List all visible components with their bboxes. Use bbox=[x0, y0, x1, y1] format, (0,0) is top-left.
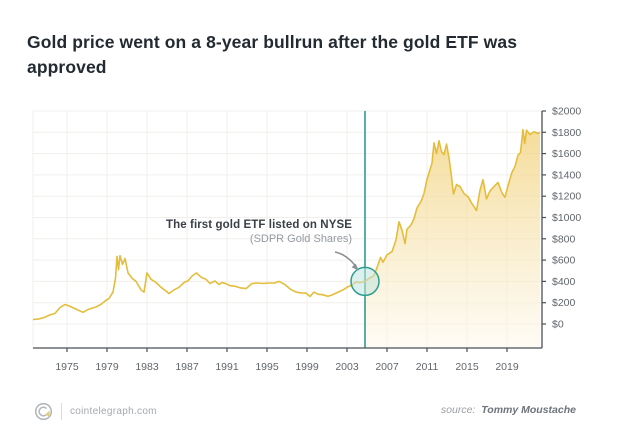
source-credit: source: Tommy Moustache bbox=[441, 404, 576, 416]
x-tick-label: 1979 bbox=[95, 361, 119, 373]
x-tick-label: 1991 bbox=[215, 361, 239, 373]
y-tick-label: $2000 bbox=[552, 106, 581, 118]
gold-price-line bbox=[32, 128, 541, 321]
event-annotation: The first gold ETF listed on NYSE (SDPR … bbox=[112, 219, 352, 245]
footer: cointelegraph.com source: Tommy Moustach… bbox=[0, 400, 620, 430]
y-tick-label: $1400 bbox=[552, 169, 581, 181]
y-tick-label: $600 bbox=[552, 255, 576, 267]
x-tick-label: 1999 bbox=[295, 361, 319, 373]
x-tick-label: 1975 bbox=[55, 361, 79, 373]
x-tick-label: 1983 bbox=[135, 361, 159, 373]
annotation-subheading: (SDPR Gold Shares) bbox=[249, 233, 352, 245]
page-title: Gold price went on a 8-year bullrun afte… bbox=[27, 31, 518, 78]
source-label: source: bbox=[440, 404, 476, 416]
y-tick-label: $400 bbox=[552, 276, 576, 288]
brand-text: cointelegraph.com bbox=[70, 406, 157, 417]
y-tick-label: $1000 bbox=[552, 212, 581, 224]
bullrun-highlight-area bbox=[365, 129, 540, 348]
x-tick-label: 2007 bbox=[375, 361, 399, 373]
source-name: Tommy Moustache bbox=[481, 404, 576, 416]
x-tick-label: 2015 bbox=[455, 361, 479, 373]
x-tick-label: 2011 bbox=[416, 361, 439, 373]
x-tick-label: 2019 bbox=[495, 361, 519, 373]
y-tick-label: $800 bbox=[552, 233, 576, 245]
y-tick-label: $1800 bbox=[552, 127, 581, 139]
etf-event-circle bbox=[350, 266, 380, 297]
y-tick-label: $0 bbox=[552, 319, 564, 331]
annotation-arrow-icon bbox=[334, 251, 359, 271]
cointelegraph-logo-icon bbox=[34, 402, 53, 421]
y-tick-label: $1200 bbox=[552, 191, 581, 203]
annotation-heading: The first gold ETF listed on NYSE bbox=[165, 219, 352, 231]
y-tick-label: $200 bbox=[552, 297, 576, 309]
x-tick-label: 1987 bbox=[175, 361, 199, 373]
x-tick-label: 2003 bbox=[335, 361, 359, 373]
y-tick-label: $1600 bbox=[552, 148, 581, 160]
x-tick-label: 1995 bbox=[255, 361, 279, 373]
brand-divider bbox=[61, 403, 62, 420]
brand: cointelegraph.com bbox=[34, 402, 157, 421]
